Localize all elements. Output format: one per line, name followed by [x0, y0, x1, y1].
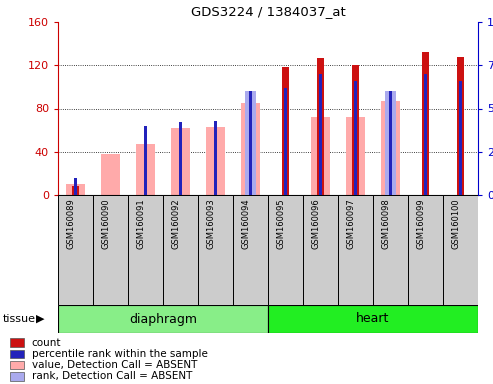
Bar [171, 128, 190, 195]
Bar [389, 91, 392, 195]
Bar [459, 81, 462, 195]
Bar [424, 74, 427, 195]
Bar [214, 121, 217, 195]
Text: GSM160100: GSM160100 [452, 198, 460, 249]
Bar [206, 127, 225, 195]
Bar [10, 338, 24, 347]
Bar [245, 91, 256, 195]
Bar [10, 350, 24, 358]
FancyBboxPatch shape [268, 305, 478, 333]
Bar [385, 91, 396, 195]
Bar [10, 372, 24, 381]
Bar [66, 184, 85, 195]
Bar [10, 361, 24, 369]
FancyBboxPatch shape [198, 195, 233, 305]
FancyBboxPatch shape [58, 195, 93, 305]
Bar [282, 68, 288, 195]
Text: GSM160092: GSM160092 [172, 198, 180, 249]
Text: diaphragm: diaphragm [129, 313, 197, 326]
Text: GSM160095: GSM160095 [277, 198, 285, 249]
FancyBboxPatch shape [373, 195, 408, 305]
Text: heart: heart [356, 313, 389, 326]
Text: GSM160093: GSM160093 [207, 198, 215, 249]
FancyBboxPatch shape [408, 195, 443, 305]
Text: GSM160094: GSM160094 [242, 198, 250, 249]
Bar [352, 65, 358, 195]
Text: GSM160099: GSM160099 [417, 198, 425, 249]
Bar [241, 103, 260, 195]
Bar [346, 117, 365, 195]
FancyBboxPatch shape [58, 305, 268, 333]
Bar [423, 52, 428, 195]
Text: GSM160089: GSM160089 [67, 198, 75, 249]
Text: GSM160096: GSM160096 [312, 198, 320, 249]
Text: rank, Detection Call = ABSENT: rank, Detection Call = ABSENT [32, 371, 192, 381]
Text: ▶: ▶ [35, 314, 44, 324]
Text: tissue: tissue [2, 314, 35, 324]
Bar [179, 122, 182, 195]
Text: GSM160090: GSM160090 [102, 198, 110, 249]
FancyBboxPatch shape [128, 195, 163, 305]
Bar [249, 91, 252, 195]
Bar [136, 144, 155, 195]
Bar [74, 178, 77, 195]
Text: GSM160097: GSM160097 [347, 198, 355, 249]
Bar [458, 56, 463, 195]
Bar [72, 186, 79, 195]
FancyBboxPatch shape [443, 195, 478, 305]
Text: count: count [32, 338, 61, 348]
FancyBboxPatch shape [303, 195, 338, 305]
FancyBboxPatch shape [338, 195, 373, 305]
FancyBboxPatch shape [93, 195, 128, 305]
Bar [101, 154, 120, 195]
FancyBboxPatch shape [233, 195, 268, 305]
Bar [144, 126, 147, 195]
Bar [354, 81, 357, 195]
Text: percentile rank within the sample: percentile rank within the sample [32, 349, 208, 359]
Text: value, Detection Call = ABSENT: value, Detection Call = ABSENT [32, 360, 197, 370]
Bar [319, 74, 322, 195]
Bar [381, 101, 400, 195]
Text: GSM160091: GSM160091 [137, 198, 145, 249]
FancyBboxPatch shape [268, 195, 303, 305]
Text: GSM160098: GSM160098 [382, 198, 390, 249]
Bar [317, 58, 323, 195]
Bar [284, 88, 287, 195]
Text: GDS3224 / 1384037_at: GDS3224 / 1384037_at [191, 5, 346, 18]
Bar [311, 117, 330, 195]
FancyBboxPatch shape [163, 195, 198, 305]
